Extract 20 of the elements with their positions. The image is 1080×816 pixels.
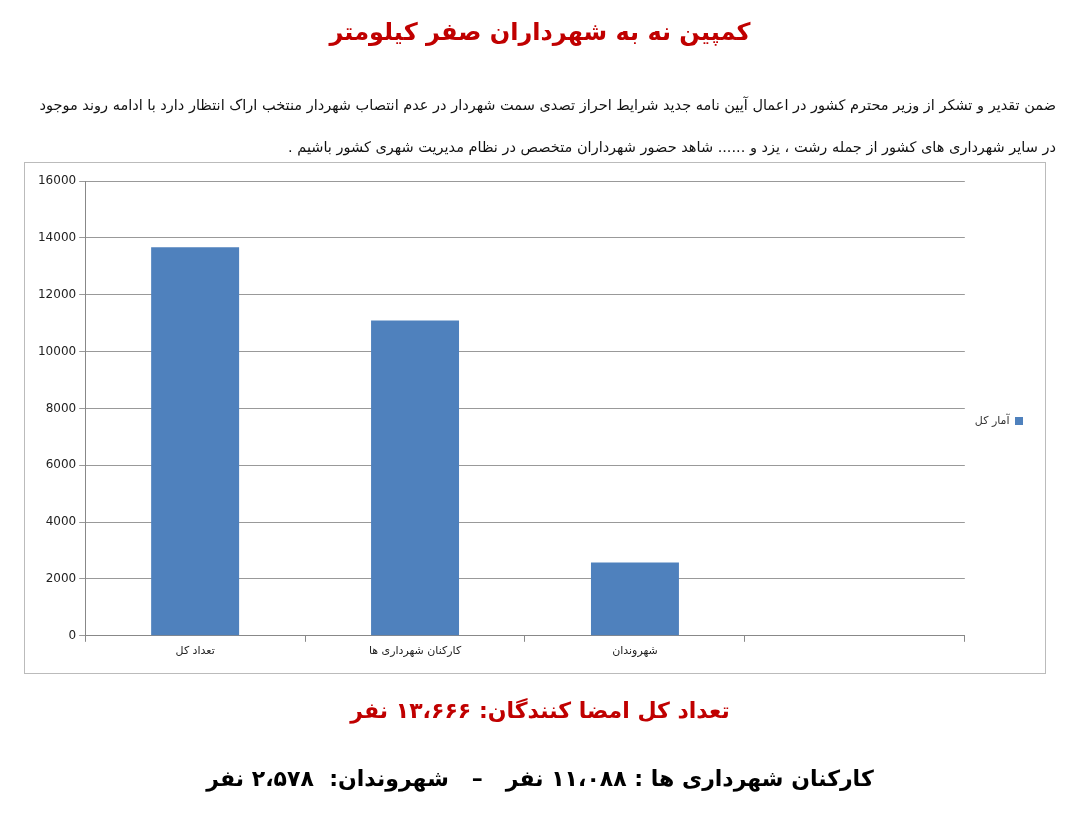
text: ضمن تقدیر و تشکر از وزیر محترم کشور در اعمال آیین نامه جدید شرایط احراز تصدی سمت شهردار در عدم انتصاب شهردار منتخب اراک انتظار دارد با ادامه روند موجود در سایر شهرداری های کشور از جمله رشت ، یزد و ...... شاهد حضور شهرداران متخصص در نظام مدیریت شهری کشور باشیم .: [39, 97, 1056, 155]
y-tick-label: 16000: [37, 173, 77, 188]
x-tick-label: کارکنان شهرداری ها: [368, 644, 462, 658]
text: کارکنان شهرداری ها : ۱۱،۰۸۸ نفر – شهروندان: ۲،۵۷۸ نفر: [204, 766, 875, 791]
x-tick-label: تعداد کل: [175, 644, 215, 658]
text: تعداد کل امضا کنندگان: ۱۳،۶۶۶ نفر: [348, 698, 731, 723]
y-tick-label: 12000: [37, 286, 77, 301]
x-tick-label: شهروندان: [612, 644, 658, 658]
y-tick-label: 4000: [45, 514, 77, 529]
bar: [371, 320, 460, 636]
y-tick-label: 8000: [45, 400, 77, 415]
legend-label: آمار کل: [974, 412, 1011, 427]
y-tick-label: 2000: [45, 571, 77, 586]
chart-title: کمپین نه به شهرداران صفر کیلومتر: [327, 18, 752, 46]
y-tick-label: 0: [68, 627, 77, 642]
y-tick-label: 14000: [37, 229, 77, 244]
y-tick-label: 6000: [45, 457, 77, 472]
y-tick-label: 10000: [37, 343, 77, 358]
bar: [151, 247, 240, 636]
bar: [590, 562, 679, 636]
